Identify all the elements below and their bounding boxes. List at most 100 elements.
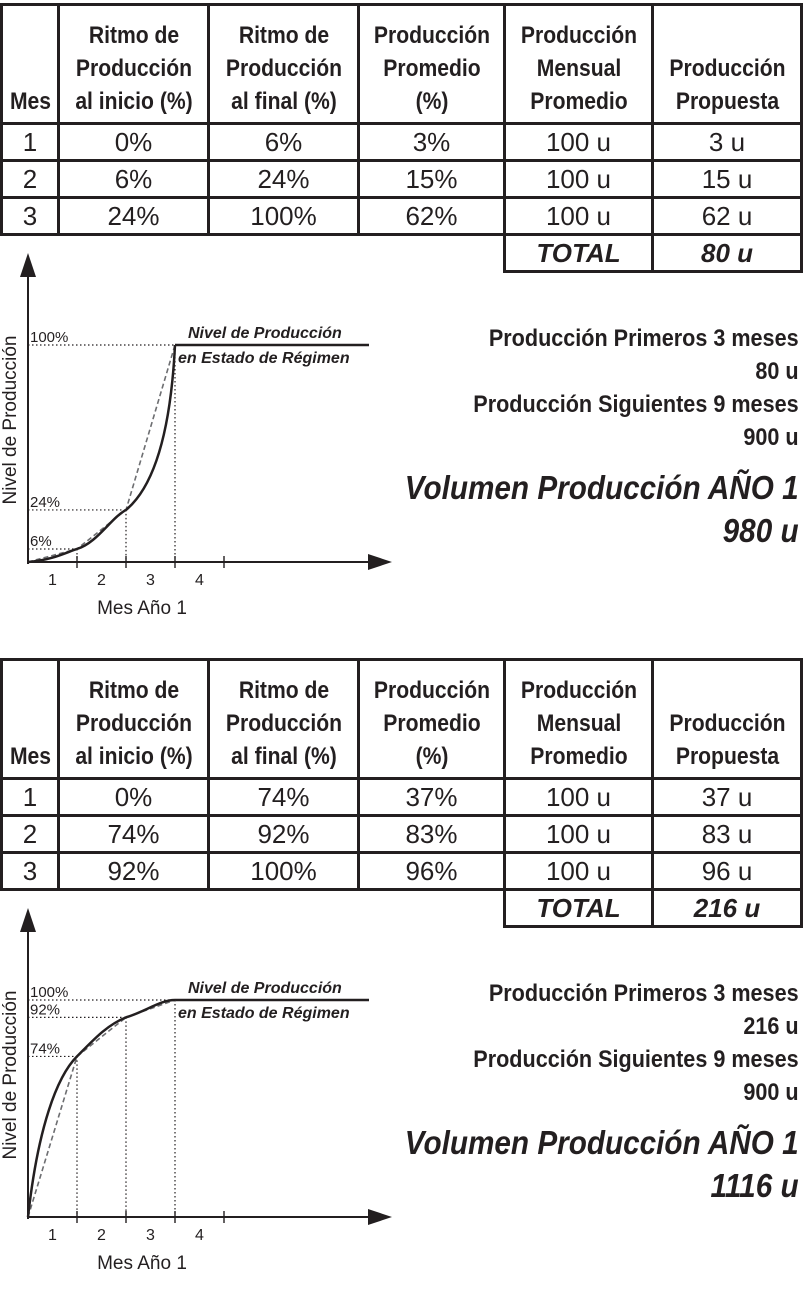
- cell-propuesta: 83 u: [651, 814, 803, 854]
- next-months-label: Producción Siguientes 9 meses: [473, 1046, 799, 1073]
- linear-segments: [27, 344, 176, 563]
- table-header-row: Mes Ritmo de Producción al inicio (%) Ritm…: [2, 3, 802, 125]
- y-axis-label: Nivel de Producción: [0, 336, 21, 505]
- cell-propuesta: 37 u: [651, 777, 803, 817]
- header-ritmo-final: Ritmo de Producción al final (%): [216, 3, 351, 125]
- cell-promedio: 83%: [357, 814, 506, 854]
- cell-ritmo-final: 100%: [207, 851, 360, 891]
- production-ramp-chart: Nivel de Producción 100% 24% 6% Nivel de P…: [0, 253, 392, 619]
- table-row: 1 0% 74% 37% 100 u 37 u: [0, 777, 803, 817]
- scenario-1: Mes Ritmo de Producción al inicio (%) Ritm…: [0, 0, 803, 640]
- linear-segments: [27, 999, 176, 1218]
- production-curve: [27, 344, 177, 564]
- level-label: 24%: [30, 494, 60, 511]
- cell-mensual: 100 u: [503, 814, 654, 854]
- year-volume-value: 1116 u: [710, 1167, 799, 1204]
- header-ritmo-inicio: Ritmo de Producción al inicio (%): [66, 3, 201, 125]
- next-months-label: Producción Siguientes 9 meses: [473, 391, 799, 418]
- header-mensual: Producción Mensual Promedio: [512, 658, 645, 780]
- production-ramp-chart: Nivel de Producción 100%92% 74% Nivel de …: [0, 908, 392, 1274]
- cell-mes: 1: [0, 777, 60, 817]
- cell-promedio: 3%: [357, 122, 506, 162]
- cell-mensual: 100 u: [503, 159, 654, 199]
- header-promedio: Producción Promedio (%): [365, 658, 498, 780]
- header-mensual: Producción Mensual Promedio: [512, 3, 645, 125]
- table-header-row: Mes Ritmo de Producción al inicio (%) Ritm…: [2, 658, 802, 780]
- first-months-label: Producción Primeros 3 meses: [489, 325, 799, 352]
- first-months-value: 80 u: [755, 358, 799, 385]
- header-ritmo-inicio: Ritmo de Producción al inicio (%): [66, 658, 201, 780]
- header-promedio: Producción Promedio (%): [365, 3, 498, 125]
- cell-promedio: 62%: [357, 196, 506, 236]
- x-tick-label: 4: [195, 572, 204, 589]
- y-axis-arrow-icon: [20, 908, 36, 932]
- first-months-value: 216 u: [743, 1013, 799, 1040]
- cell-propuesta: 3 u: [651, 122, 803, 162]
- cell-ritmo-final: 24%: [207, 159, 360, 199]
- cell-mes: 1: [0, 122, 60, 162]
- cell-mes: 3: [0, 851, 60, 891]
- header-propuesta: Producción Propuesta: [660, 658, 794, 780]
- cell-promedio: 15%: [357, 159, 506, 199]
- total-label: TOTAL: [503, 233, 654, 273]
- cell-ritmo-final: 100%: [207, 196, 360, 236]
- first-months-label: Producción Primeros 3 meses: [489, 980, 799, 1007]
- table-row: 2 74% 92% 83% 100 u 83 u: [0, 814, 803, 854]
- cell-mensual: 100 u: [503, 196, 654, 236]
- cell-promedio: 37%: [357, 777, 506, 817]
- production-table: Mes Ritmo de Producción al inicio (%) Ritm…: [0, 658, 803, 928]
- cell-ritmo-inicio: 92%: [57, 851, 210, 891]
- x-tick-label: 4: [195, 1227, 204, 1244]
- y-axis-arrow-icon: [20, 253, 36, 277]
- x-tick-label: 3: [146, 572, 155, 589]
- level-label: 74%: [30, 1040, 60, 1057]
- y-axis-label: Nivel de Producción: [0, 991, 21, 1160]
- x-axis-arrow-icon: [368, 1209, 392, 1225]
- x-tick-label: 1: [48, 572, 57, 589]
- cell-ritmo-final: 74%: [207, 777, 360, 817]
- cell-propuesta: 62 u: [651, 196, 803, 236]
- steady-state-label-1: Nivel de Producción: [188, 325, 342, 342]
- cell-ritmo-final: 6%: [207, 122, 360, 162]
- x-tick-label: 3: [146, 1227, 155, 1244]
- cell-propuesta: 96 u: [651, 851, 803, 891]
- production-curve: [26, 998, 176, 1218]
- cell-ritmo-inicio: 0%: [57, 122, 210, 162]
- total-value: 216 u: [651, 888, 803, 928]
- steady-state-label-2: en Estado de Régimen: [178, 350, 350, 367]
- x-axis-label: Mes Año 1: [97, 598, 187, 619]
- cell-promedio: 96%: [357, 851, 506, 891]
- next-months-value: 900 u: [743, 424, 799, 451]
- cell-ritmo-final: 92%: [207, 814, 360, 854]
- production-summary: Producción Primeros 3 meses 80 u Producc…: [361, 322, 799, 552]
- table-row: 2 6% 24% 15% 100 u 15 u: [0, 159, 803, 199]
- x-tick-label: 2: [97, 572, 106, 589]
- table-row: 3 92% 100% 96% 100 u 96 u: [0, 851, 803, 891]
- total-value: 80 u: [651, 233, 803, 273]
- year-volume-value: 980 u: [723, 512, 799, 549]
- cell-ritmo-inicio: 74%: [57, 814, 210, 854]
- cell-mensual: 100 u: [503, 777, 654, 817]
- total-row: TOTAL 216 u: [2, 888, 803, 928]
- header-mes: Mes: [3, 3, 57, 125]
- cell-ritmo-inicio: 6%: [57, 159, 210, 199]
- x-axis-arrow-icon: [368, 554, 392, 570]
- total-label: TOTAL: [503, 888, 654, 928]
- x-tick-label: 1: [48, 1227, 57, 1244]
- header-mes: Mes: [3, 658, 57, 780]
- cell-mes: 3: [0, 196, 60, 236]
- x-tick-label: 2: [97, 1227, 106, 1244]
- level-label: 6%: [30, 533, 52, 550]
- cell-ritmo-inicio: 24%: [57, 196, 210, 236]
- cell-mensual: 100 u: [503, 122, 654, 162]
- scenario-2: Mes Ritmo de Producción al inicio (%) Ritm…: [0, 655, 803, 1295]
- level-label: 100%: [30, 329, 68, 346]
- production-summary: Producción Primeros 3 meses 216 u Produc…: [361, 977, 799, 1207]
- year-volume-label: Volumen Producción AÑO 1: [405, 1124, 799, 1161]
- header-propuesta: Producción Propuesta: [660, 3, 794, 125]
- cell-mes: 2: [0, 159, 60, 199]
- steady-state-label-1: Nivel de Producción: [188, 980, 342, 997]
- production-table: Mes Ritmo de Producción al inicio (%) Ritm…: [0, 3, 803, 273]
- next-months-value: 900 u: [743, 1079, 799, 1106]
- cell-mensual: 100 u: [503, 851, 654, 891]
